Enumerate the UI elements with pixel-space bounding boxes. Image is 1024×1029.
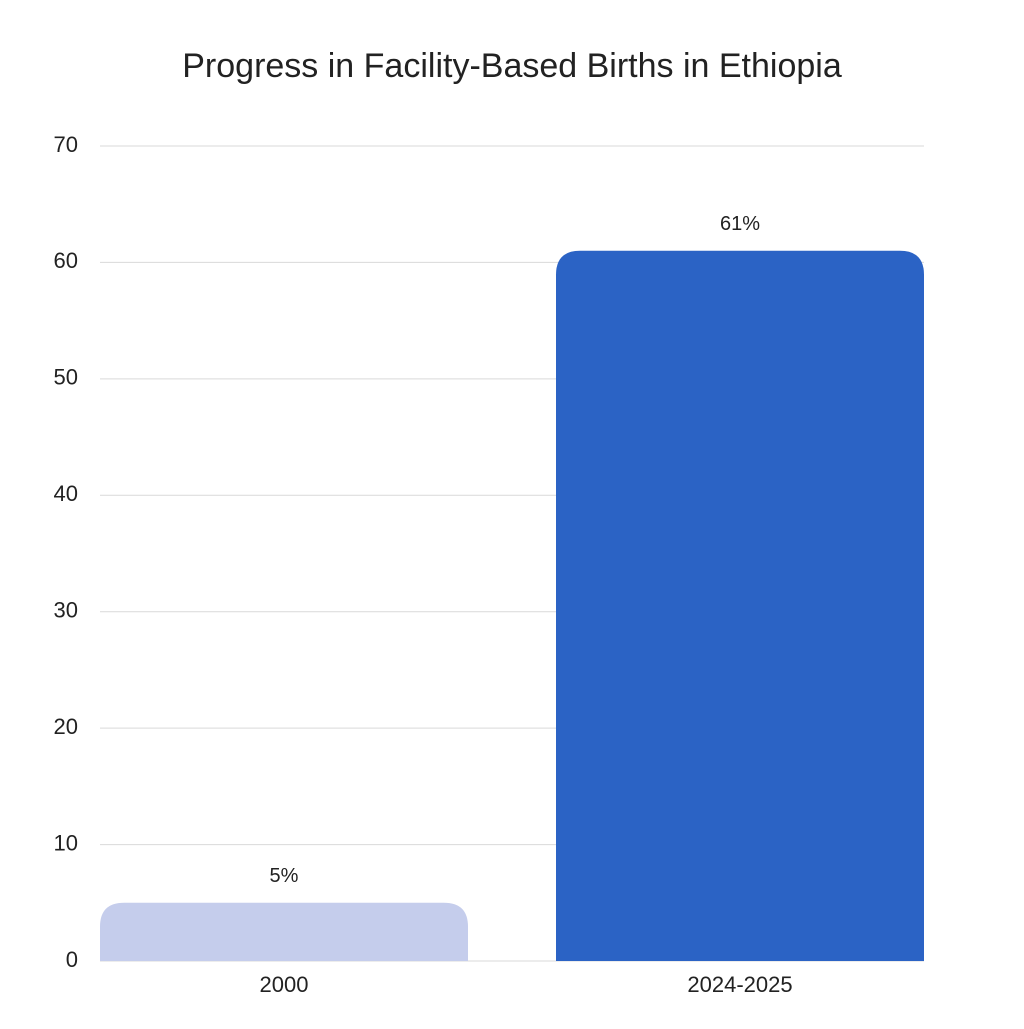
y-tick-label: 20 xyxy=(54,714,78,739)
y-tick-label: 0 xyxy=(66,947,78,972)
y-tick-label: 50 xyxy=(54,365,78,390)
value-label: 5% xyxy=(270,865,299,887)
y-tick-label: 60 xyxy=(54,248,78,273)
x-tick-label: 2024-2025 xyxy=(687,972,792,997)
y-tick-label: 40 xyxy=(54,481,78,506)
y-tick-label: 10 xyxy=(54,830,78,855)
x-tick-label: 2000 xyxy=(260,972,309,997)
bar xyxy=(100,902,468,961)
y-tick-label: 70 xyxy=(54,132,78,157)
y-tick-label: 30 xyxy=(54,598,78,623)
chart-title: Progress in Facility-Based Births in Eth… xyxy=(182,47,842,85)
bar xyxy=(556,250,924,962)
value-label: 61% xyxy=(720,213,760,235)
